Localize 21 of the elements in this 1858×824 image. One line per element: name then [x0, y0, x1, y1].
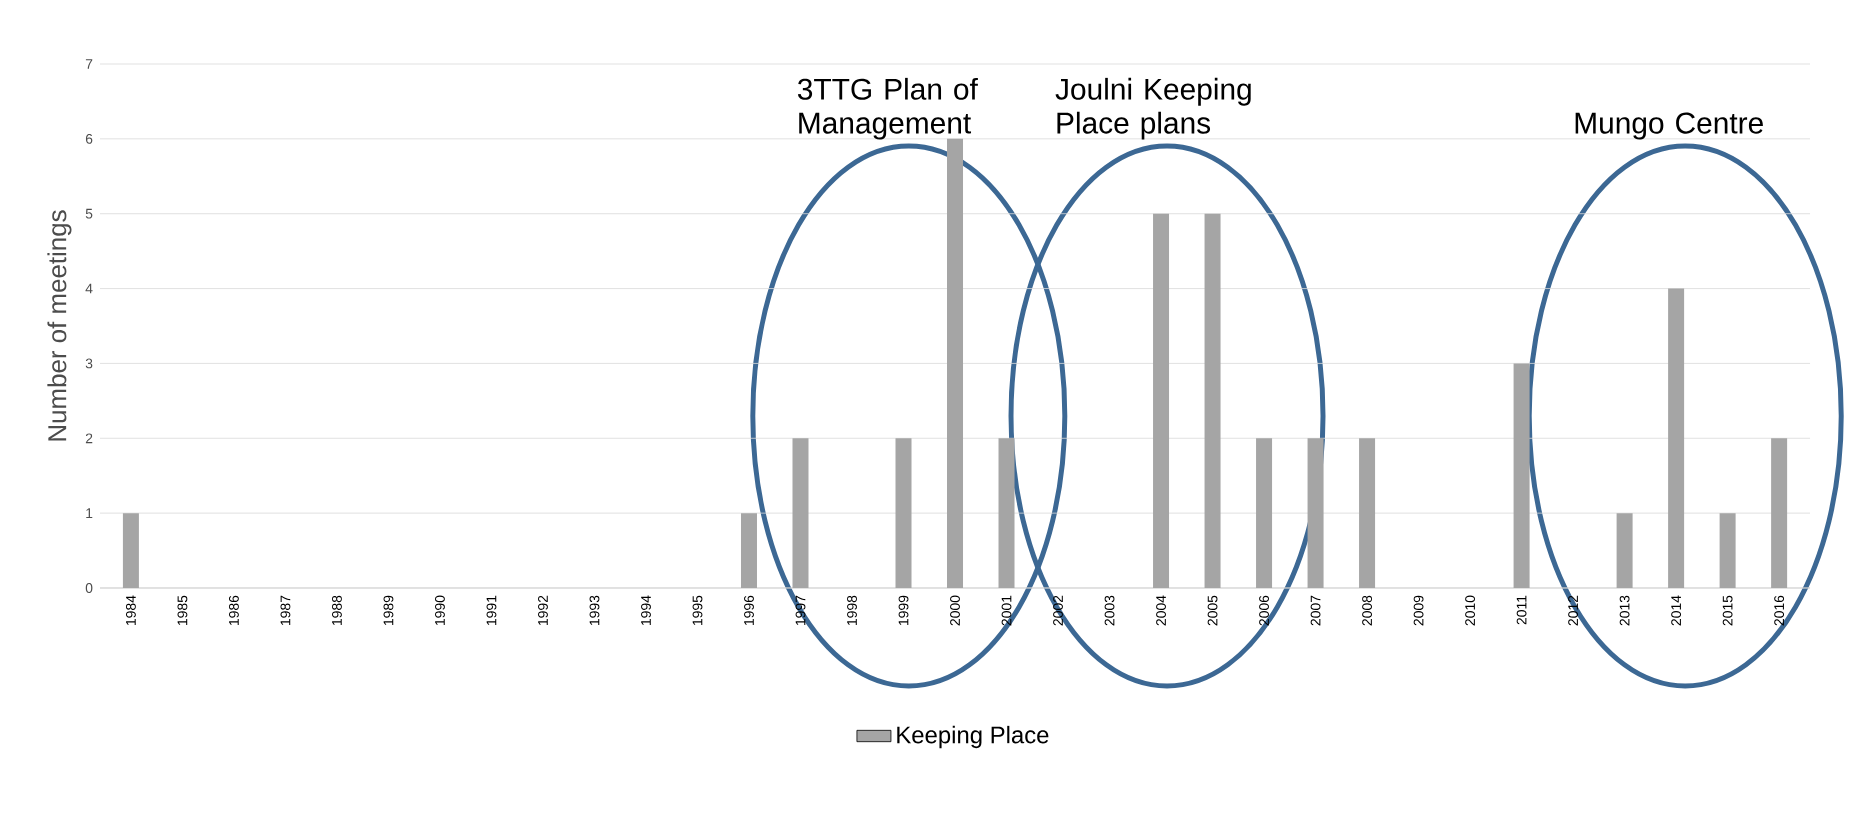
bar	[792, 438, 809, 588]
annotation: Mungo Centre	[1575, 112, 1763, 140]
legend-label: Keeping Place	[897, 725, 1049, 749]
bar	[895, 438, 912, 588]
y-axis-title: Number of meetings	[47, 210, 72, 441]
bar	[122, 513, 139, 588]
bar	[740, 513, 757, 588]
bar	[1771, 438, 1788, 588]
bar	[998, 438, 1015, 588]
bar	[1359, 438, 1376, 588]
bar	[1513, 363, 1530, 588]
bar	[1204, 213, 1221, 588]
bar	[1153, 213, 1170, 588]
annotation: 3TTG Plan of Management	[797, 77, 978, 140]
bar	[1307, 438, 1324, 588]
bar	[1616, 513, 1633, 588]
annotation: Joulni Keeping Place plans	[1055, 77, 1251, 140]
bar	[1668, 288, 1685, 588]
bar	[1256, 438, 1273, 588]
bar	[947, 138, 964, 588]
bar	[1719, 513, 1736, 588]
